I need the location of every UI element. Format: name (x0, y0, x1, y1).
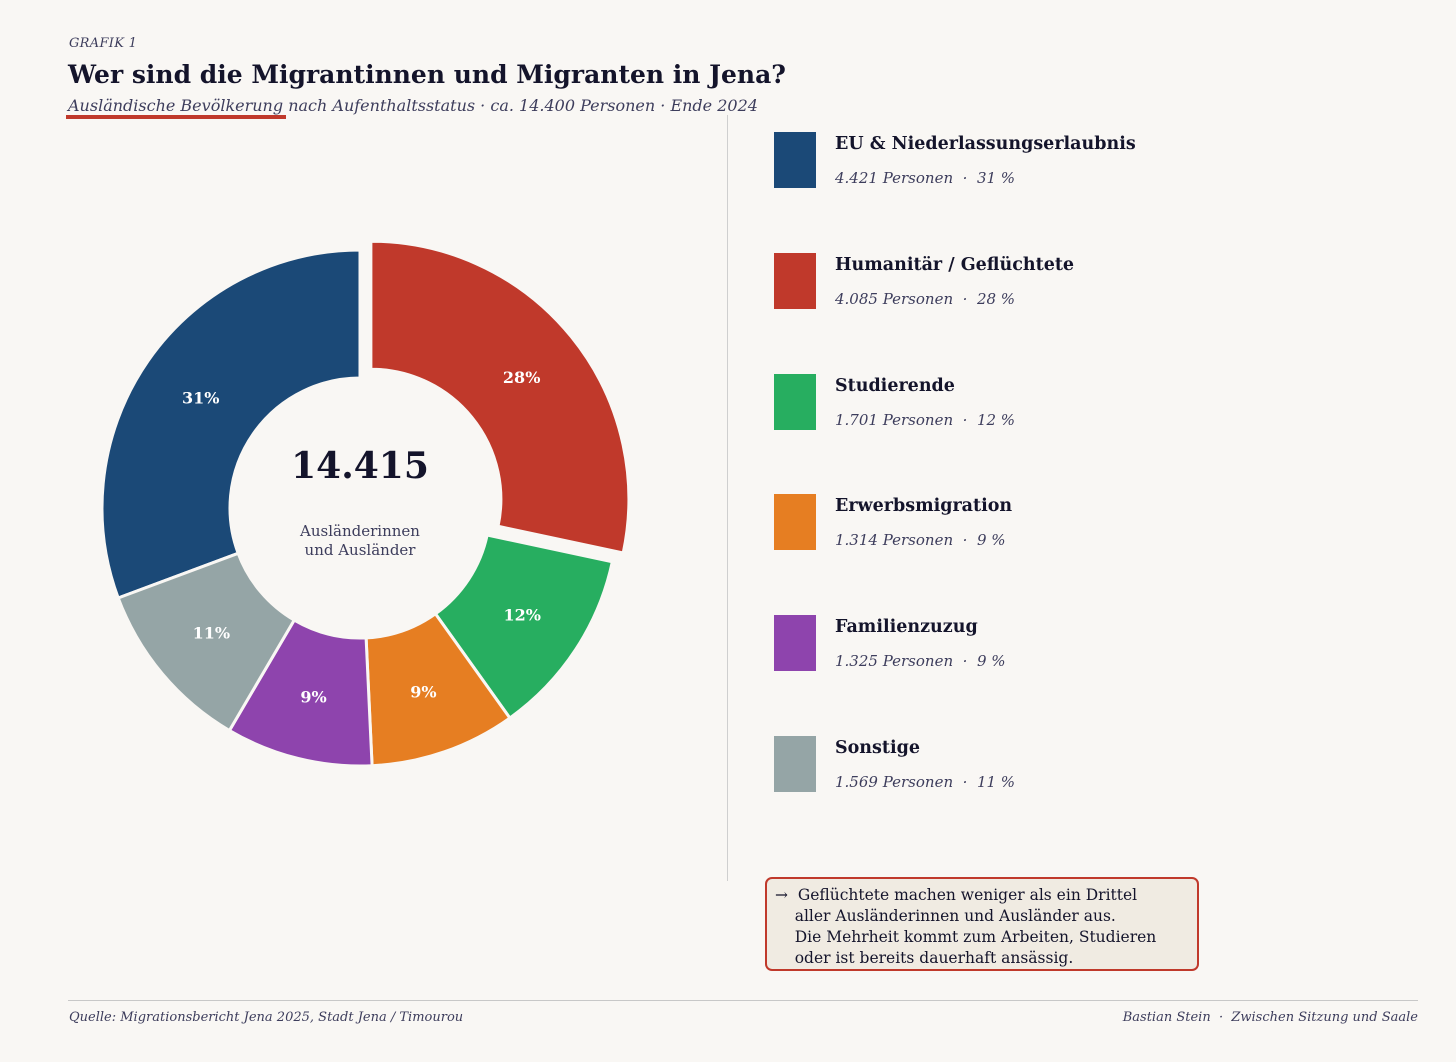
legend-swatch (774, 374, 816, 430)
legend-label: Erwerbsmigration (835, 496, 1013, 516)
legend-swatch (774, 615, 816, 671)
legend-item: Humanitär / Geflüchtete 4.085 Personen · … (774, 253, 1294, 313)
slice-percent-label: 9% (410, 682, 436, 701)
donut-slice (369, 239, 631, 555)
callout-line: Die Mehrheit kommt zum Arbeiten, Studier… (775, 928, 1157, 946)
legend-label: Studierende (835, 376, 955, 396)
callout-box: → Geflüchtete machen weniger als ein Dri… (765, 877, 1199, 971)
legend-item: Studierende 1.701 Personen · 12 % (774, 374, 1294, 434)
legend-item: Sonstige 1.569 Personen · 11 % (774, 736, 1294, 796)
legend-label: Humanitär / Geflüchtete (835, 255, 1075, 275)
legend-item: Familienzuzug 1.325 Personen · 9 % (774, 615, 1294, 675)
center-total: 14.415 (291, 445, 429, 487)
donut-slice (116, 551, 297, 733)
legend-swatch (774, 494, 816, 550)
legend-detail: 4.085 Personen · 28 % (835, 290, 1016, 308)
slice-percent-label: 12% (503, 605, 540, 624)
footer-rule (68, 1000, 1418, 1001)
chart-kicker: GRAFIK 1 (69, 36, 138, 51)
vertical-divider (727, 115, 728, 881)
legend-swatch (774, 736, 816, 792)
callout-line: → Geflüchtete machen weniger als ein Dri… (775, 886, 1138, 904)
legend-detail: 1.325 Personen · 9 % (835, 652, 1006, 670)
legend-detail: 4.421 Personen · 31 % (835, 169, 1016, 187)
legend-detail: 1.701 Personen · 12 % (835, 411, 1016, 429)
slice-percent-label: 9% (300, 687, 326, 706)
donut-slice (100, 248, 362, 600)
legend-item: Erwerbsmigration 1.314 Personen · 9 % (774, 494, 1294, 554)
callout-line: oder ist bereits dauerhaft ansässig. (775, 949, 1074, 967)
callout-line: aller Ausländerinnen und Ausländer aus. (775, 907, 1116, 925)
source-note: Quelle: Migrationsbericht Jena 2025, Sta… (69, 1010, 464, 1025)
slice-percent-label: 28% (503, 368, 540, 387)
slice-percent-label: 31% (182, 388, 219, 407)
center-label: und Ausländer (305, 541, 417, 559)
slice-percent-label: 11% (193, 624, 230, 643)
donut-chart: 31% 28% 12% 9% 9% 11% 14.415 Ausländerinnenund … (100, 239, 631, 768)
legend-label: Sonstige (835, 738, 920, 758)
author-credit: Bastian Stein · Zwischen Sitzung und Saa… (1122, 1010, 1418, 1025)
legend-detail: 1.569 Personen · 11 % (835, 773, 1016, 791)
center-label: Ausländerinnen (299, 522, 420, 540)
legend-label: EU & Niederlassungserlaubnis (835, 134, 1136, 154)
chart-subtitle: Ausländische Bevölkerung nach Aufenthalt… (68, 96, 758, 115)
chart-title: Wer sind die Migrantinnen und Migranten … (68, 60, 786, 89)
legend-swatch (774, 253, 816, 309)
title-accent-line (66, 115, 286, 119)
legend-label: Familienzuzug (835, 617, 978, 637)
legend-swatch (774, 132, 816, 188)
legend-item: EU & Niederlassungserlaubnis 4.421 Person… (774, 132, 1294, 192)
legend-detail: 1.314 Personen · 9 % (835, 531, 1006, 549)
